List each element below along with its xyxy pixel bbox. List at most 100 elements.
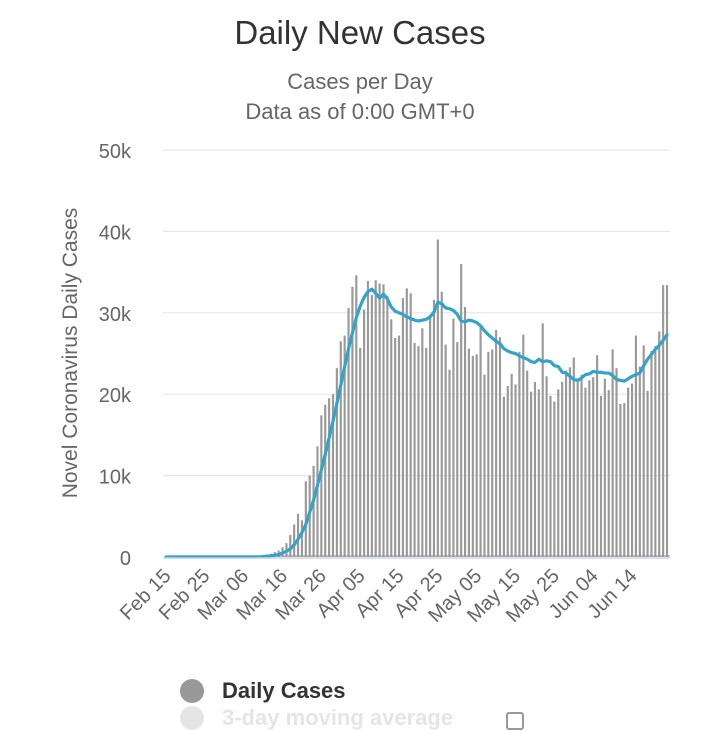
bar-day-94 (530, 392, 532, 557)
bar-day-80 (476, 354, 478, 557)
bar-day-128 (662, 285, 664, 557)
legend-checkbox[interactable] (506, 712, 524, 730)
bar-day-59 (394, 338, 396, 557)
bar-day-35 (301, 520, 303, 557)
bar-day-61 (402, 298, 404, 557)
bar-day-79 (472, 356, 474, 557)
bar-day-45 (340, 341, 342, 557)
bar-day-40 (320, 415, 322, 557)
bar-day-119 (627, 388, 629, 557)
bar-day-100 (553, 402, 555, 557)
bar-day-129 (666, 285, 668, 557)
legend-item-moving-average[interactable]: 3-day moving average (180, 705, 453, 731)
bar-day-65 (417, 346, 419, 557)
series-line-moving-average (166, 289, 667, 557)
bar-day-96 (538, 389, 540, 557)
bar-day-60 (398, 336, 400, 557)
bar-day-97 (542, 323, 544, 557)
bar-day-83 (487, 352, 489, 557)
bar-day-88 (507, 386, 509, 557)
bar-day-125 (650, 351, 652, 557)
bar-day-58 (390, 319, 392, 557)
bar-day-53 (371, 295, 373, 557)
y-axis-title: Novel Coronavirus Daily Cases (59, 208, 82, 499)
bar-day-118 (623, 403, 625, 557)
bar-day-50 (359, 348, 361, 557)
bar-day-84 (491, 349, 493, 557)
bar-day-89 (511, 374, 513, 557)
bar-day-112 (600, 396, 602, 557)
bar-day-52 (367, 281, 369, 557)
bar-day-73 (448, 370, 450, 557)
bar-day-76 (460, 264, 462, 557)
bar-day-71 (441, 292, 443, 557)
bar-day-104 (569, 367, 571, 557)
y-tick-label-20k: 20k (99, 385, 132, 407)
legend-label-moving-average: 3-day moving average (222, 705, 453, 731)
bar-day-74 (452, 319, 454, 558)
bar-day-68 (429, 315, 431, 557)
bar-day-55 (379, 284, 381, 558)
bar-day-85 (495, 330, 497, 557)
bar-day-114 (608, 390, 610, 557)
bar-day-101 (557, 389, 559, 557)
bars-daily-cases (169, 240, 670, 557)
bar-day-120 (631, 384, 633, 557)
legend-marker-daily-cases (180, 679, 204, 703)
bar-day-42 (328, 398, 330, 557)
bar-day-70 (437, 240, 439, 557)
bar-day-63 (410, 293, 412, 557)
bar-day-33 (293, 524, 295, 557)
bar-day-77 (464, 307, 466, 557)
y-tick-label-50k: 50k (99, 141, 132, 163)
y-tick-label-10k: 10k (99, 467, 132, 489)
bar-day-115 (612, 349, 614, 557)
bar-day-113 (604, 379, 606, 557)
bar-day-87 (503, 397, 505, 557)
bar-day-107 (580, 375, 582, 557)
bar-day-69 (433, 300, 435, 557)
bar-day-98 (546, 376, 548, 557)
bar-day-54 (375, 280, 377, 557)
bar-day-105 (573, 358, 575, 557)
bar-day-75 (456, 342, 458, 557)
bar-day-117 (619, 404, 621, 557)
bar-day-121 (635, 336, 637, 557)
bar-day-122 (639, 367, 641, 557)
y-tick-label-40k: 40k (99, 222, 132, 244)
bar-day-66 (421, 328, 423, 557)
line-moving-average (166, 289, 667, 557)
bar-day-81 (480, 325, 482, 557)
legend-item-daily-cases[interactable]: Daily Cases (180, 678, 346, 704)
bar-day-38 (313, 466, 315, 557)
bar-day-116 (615, 368, 617, 557)
bar-day-110 (592, 377, 594, 557)
bar-day-57 (386, 296, 388, 557)
bar-day-106 (577, 380, 579, 557)
bar-day-56 (382, 284, 384, 557)
y-tick-label-0: 0 (120, 548, 131, 570)
bar-day-90 (514, 384, 516, 557)
bar-day-78 (468, 349, 470, 557)
bar-day-95 (534, 382, 536, 557)
bar-day-111 (596, 355, 598, 557)
bar-day-127 (658, 332, 660, 557)
bar-day-109 (588, 380, 590, 557)
bar-day-102 (561, 382, 563, 557)
bar-day-108 (584, 388, 586, 557)
bar-day-123 (643, 345, 645, 557)
bar-day-51 (363, 310, 365, 557)
legend-label-daily-cases: Daily Cases (222, 678, 346, 704)
bar-day-92 (522, 335, 524, 557)
bar-day-124 (647, 391, 649, 557)
bar-day-41 (324, 405, 326, 557)
bar-day-93 (526, 371, 528, 557)
bar-day-62 (406, 288, 408, 557)
legend-marker-moving-average (180, 706, 204, 730)
bar-day-99 (549, 396, 551, 557)
bar-day-67 (425, 348, 427, 557)
bar-day-86 (499, 337, 501, 557)
bar-day-103 (565, 371, 567, 557)
bar-day-82 (483, 375, 485, 557)
